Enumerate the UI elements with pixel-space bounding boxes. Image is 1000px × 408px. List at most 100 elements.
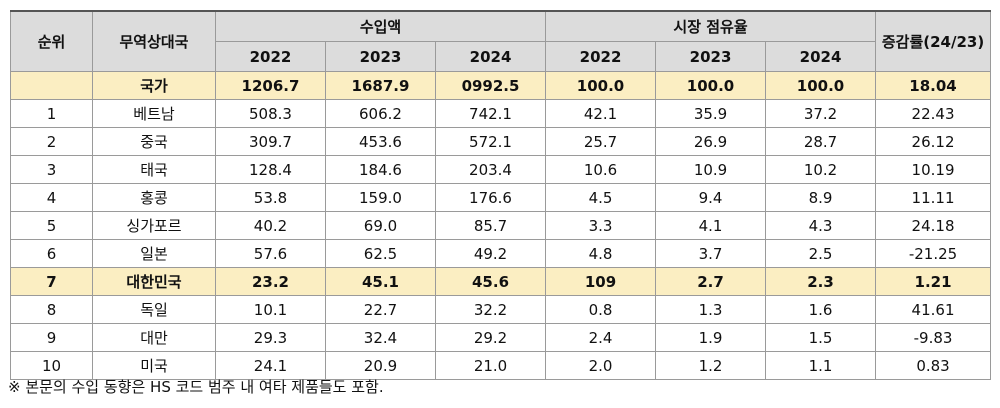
imports-2022-cell: 309.7: [215, 127, 326, 156]
header-imports-year: 2024: [434, 41, 547, 72]
share-2023-cell: 1.2: [655, 351, 767, 380]
imports-2023-cell: 22.7: [325, 295, 436, 324]
share-2023-cell: 10.9: [655, 155, 767, 184]
imports-2024-cell: 0992.5: [434, 71, 547, 100]
share-2023-cell: 35.9: [655, 99, 767, 128]
rank-cell: 10: [10, 351, 93, 380]
share-2024-cell: 1.6: [765, 295, 877, 324]
change-rate-cell: 24.18: [875, 211, 992, 240]
header-imports-year: 2023: [325, 41, 436, 72]
table-row: 3 태국 128.4 184.6 203.4 10.6 10.9 10.2 10.19: [10, 155, 992, 184]
imports-2023-cell: 159.0: [325, 183, 436, 212]
table-row: 2 중국 309.7 453.6 572.1 25.7 26.9 28.7 26.12: [10, 127, 992, 156]
share-2023-cell: 2.7: [655, 267, 767, 296]
partner-cell: 독일: [92, 295, 216, 324]
rank-cell: 4: [10, 183, 93, 212]
imports-2023-cell: 69.0: [325, 211, 436, 240]
share-2022-cell: 2.0: [545, 351, 657, 380]
imports-2024-cell: 45.6: [434, 267, 547, 296]
partner-cell: 미국: [92, 351, 216, 380]
header-market-share: 시장 점유율: [545, 10, 877, 42]
imports-2022-cell: 57.6: [215, 239, 326, 268]
table-body: 국가 1206.7 1687.9 0992.5 100.0 100.0 100.0 18.04…: [10, 71, 992, 380]
share-2024-cell: 2.5: [765, 239, 877, 268]
imports-2024-cell: 176.6: [434, 183, 547, 212]
partner-cell: 태국: [92, 155, 216, 184]
share-2022-cell: 4.8: [545, 239, 657, 268]
share-2024-cell: 10.2: [765, 155, 877, 184]
share-2022-cell: 25.7: [545, 127, 657, 156]
imports-2023-cell: 32.4: [325, 323, 436, 352]
share-2023-cell: 3.7: [655, 239, 767, 268]
change-rate-cell: 41.61: [875, 295, 992, 324]
imports-2024-cell: 572.1: [434, 127, 547, 156]
share-2022-cell: 109: [545, 267, 657, 296]
change-rate-cell: 11.11: [875, 183, 992, 212]
imports-2022-cell: 40.2: [215, 211, 326, 240]
imports-2023-cell: 62.5: [325, 239, 436, 268]
share-2024-cell: 100.0: [765, 71, 877, 100]
rank-cell: [10, 71, 93, 100]
share-2024-cell: 8.9: [765, 183, 877, 212]
imports-2024-cell: 49.2: [434, 239, 547, 268]
partner-cell: 싱가포르: [92, 211, 216, 240]
imports-2022-cell: 128.4: [215, 155, 326, 184]
table-row: 국가 1206.7 1687.9 0992.5 100.0 100.0 100.0 18.04: [10, 71, 992, 100]
table-row: 7 대한민국 23.2 45.1 45.6 109 2.7 2.3 1.21: [10, 267, 992, 296]
rank-cell: 8: [10, 295, 93, 324]
share-2023-cell: 100.0: [655, 71, 767, 100]
share-2022-cell: 42.1: [545, 99, 657, 128]
header-change-rate: 증감률(24/23): [875, 10, 992, 72]
imports-2023-cell: 45.1: [325, 267, 436, 296]
imports-2022-cell: 29.3: [215, 323, 326, 352]
imports-2024-cell: 85.7: [434, 211, 547, 240]
partner-cell: 홍콩: [92, 183, 216, 212]
imports-2022-cell: 53.8: [215, 183, 326, 212]
partner-cell: 대한민국: [92, 267, 216, 296]
share-2024-cell: 4.3: [765, 211, 877, 240]
change-rate-cell: 26.12: [875, 127, 992, 156]
header-share-year: 2022: [545, 41, 657, 72]
change-rate-cell: 1.21: [875, 267, 992, 296]
change-rate-cell: -21.25: [875, 239, 992, 268]
share-2024-cell: 37.2: [765, 99, 877, 128]
table-row: 8 독일 10.1 22.7 32.2 0.8 1.3 1.6 41.61: [10, 295, 992, 324]
change-rate-cell: 18.04: [875, 71, 992, 100]
rank-cell: 1: [10, 99, 93, 128]
imports-2023-cell: 1687.9: [325, 71, 436, 100]
footnote: ※ 본문의 수입 동향은 HS 코드 범주 내 여타 제품들도 포함.: [8, 378, 384, 396]
share-2024-cell: 2.3: [765, 267, 877, 296]
share-2022-cell: 0.8: [545, 295, 657, 324]
imports-2023-cell: 453.6: [325, 127, 436, 156]
imports-2024-cell: 21.0: [434, 351, 547, 380]
header-imports: 수입액: [214, 10, 547, 42]
imports-2022-cell: 1206.7: [215, 71, 326, 100]
header-share-year: 2024: [765, 41, 877, 72]
rank-cell: 6: [10, 239, 93, 268]
imports-2024-cell: 29.2: [434, 323, 547, 352]
trade-table-container: 순위 무역상대국 수입액 시장 점유율 증감률(24/23) 2022 2023…: [10, 10, 992, 380]
share-2024-cell: 28.7: [765, 127, 877, 156]
partner-cell: 중국: [92, 127, 216, 156]
header-partner: 무역상대국: [92, 10, 216, 72]
change-rate-cell: 22.43: [875, 99, 992, 128]
change-rate-cell: -9.83: [875, 323, 992, 352]
table-header: 순위 무역상대국 수입액 시장 점유율 증감률(24/23) 2022 2023…: [10, 10, 992, 72]
share-2023-cell: 1.9: [655, 323, 767, 352]
share-2023-cell: 4.1: [655, 211, 767, 240]
rank-cell: 2: [10, 127, 93, 156]
share-2024-cell: 1.1: [765, 351, 877, 380]
change-rate-cell: 10.19: [875, 155, 992, 184]
share-2023-cell: 26.9: [655, 127, 767, 156]
header-imports-year: 2022: [215, 41, 326, 72]
rank-cell: 7: [10, 267, 93, 296]
share-2022-cell: 10.6: [545, 155, 657, 184]
share-2022-cell: 4.5: [545, 183, 657, 212]
imports-2024-cell: 742.1: [434, 99, 547, 128]
rank-cell: 9: [10, 323, 93, 352]
imports-2023-cell: 184.6: [325, 155, 436, 184]
share-2023-cell: 1.3: [655, 295, 767, 324]
rank-cell: 5: [10, 211, 93, 240]
share-2022-cell: 3.3: [545, 211, 657, 240]
imports-2022-cell: 508.3: [215, 99, 326, 128]
